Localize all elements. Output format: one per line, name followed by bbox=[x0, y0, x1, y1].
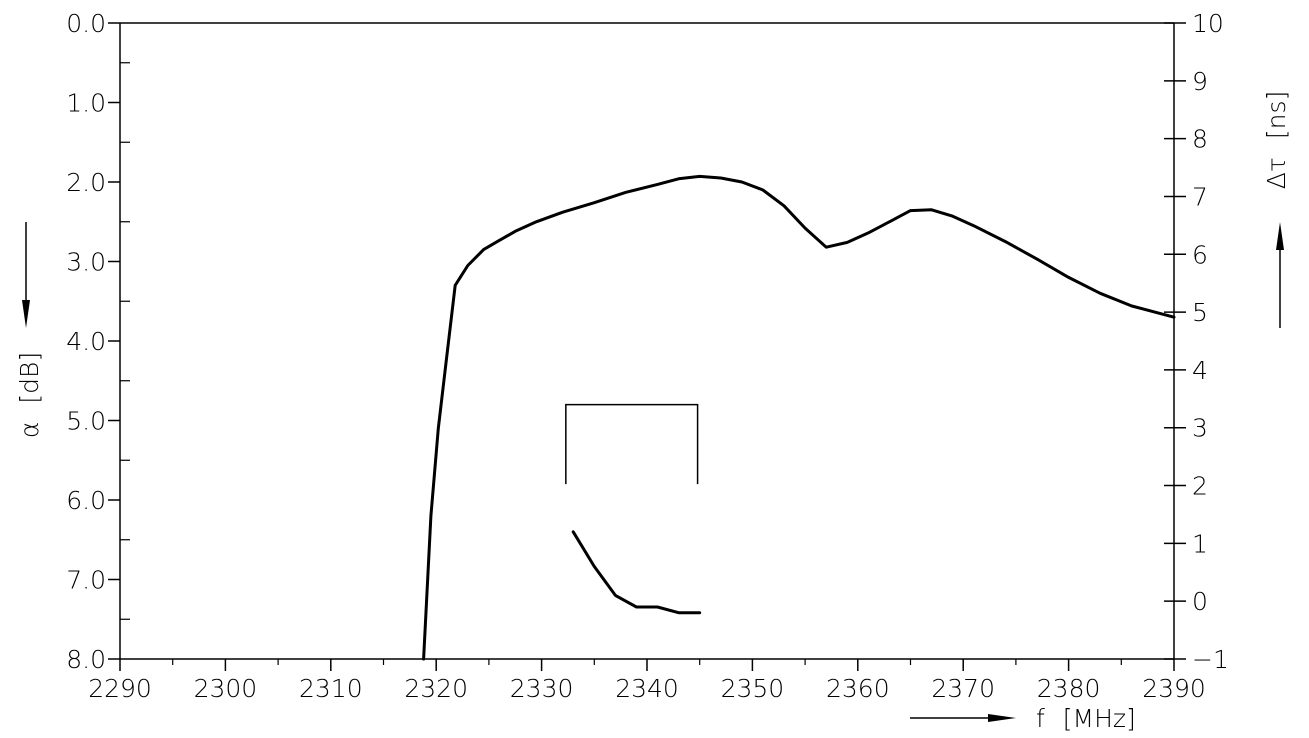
y-right-tick-label: 4 bbox=[1192, 356, 1208, 385]
series-group bbox=[422, 174, 1176, 661]
y-left-tick-label: 3.0 bbox=[66, 248, 106, 277]
y-left-tick-label: 1.0 bbox=[66, 89, 106, 118]
plot-frame bbox=[119, 22, 1175, 660]
x-tick-label: 2380 bbox=[1037, 674, 1101, 703]
y-left-tick-label: 6.0 bbox=[66, 486, 106, 515]
y-right-tick-label: −1 bbox=[1192, 645, 1229, 674]
y-left-axis-ticks: 0.0 1.0 2.0 3.0 4.0 5.0 6.0 7.0 8.0 bbox=[66, 9, 130, 674]
y-right-label-unit: [ns] bbox=[1262, 91, 1291, 139]
svg-text:α [dB]: α [dB] bbox=[15, 352, 44, 438]
y-right-tick-label: 8 bbox=[1192, 125, 1208, 154]
x-axis-label-unit: [MHz] bbox=[1063, 704, 1136, 733]
bracket-shape bbox=[565, 403, 699, 485]
bracket-annotation bbox=[565, 403, 699, 485]
x-axis-label-symbol: f bbox=[1036, 704, 1045, 733]
y-right-label-symbol: Δτ bbox=[1262, 157, 1291, 189]
svg-text:Δτ [ns]: Δτ [ns] bbox=[1262, 91, 1291, 190]
x-tick-label: 2330 bbox=[510, 674, 574, 703]
x-tick-label: 2300 bbox=[194, 674, 258, 703]
y-left-tick-label: 0.0 bbox=[66, 9, 106, 38]
x-tick-label: 2370 bbox=[931, 674, 995, 703]
x-tick-label: 2340 bbox=[615, 674, 679, 703]
y-right-tick-label: 0 bbox=[1192, 587, 1208, 616]
x-tick-label: 2360 bbox=[826, 674, 890, 703]
y-left-tick-label: 5.0 bbox=[66, 407, 106, 436]
y-right-label: Δτ [ns] bbox=[1262, 91, 1291, 190]
attenuation-curve bbox=[422, 174, 1176, 661]
y-right-tick-label: 2 bbox=[1192, 472, 1208, 501]
y-left-tick-label: 2.0 bbox=[66, 168, 106, 197]
x-axis-ticks: 2290 2300 2310 2320 2330 2340 2350 2360 2370 2380… bbox=[88, 659, 1206, 703]
delay-curve bbox=[571, 530, 702, 615]
y-left-arrow bbox=[22, 222, 30, 328]
y-right-tick-label: 7 bbox=[1192, 182, 1208, 211]
y-right-tick-label: 5 bbox=[1192, 298, 1208, 327]
x-tick-label: 2390 bbox=[1142, 674, 1206, 703]
x-axis-label: f [MHz] bbox=[1036, 704, 1136, 733]
x-tick-label: 2290 bbox=[88, 674, 152, 703]
y-right-tick-label: 1 bbox=[1192, 529, 1208, 558]
x-axis-label-group: f [MHz] bbox=[910, 704, 1136, 733]
x-tick-label: 2350 bbox=[721, 674, 785, 703]
y-right-tick-label: 9 bbox=[1192, 67, 1208, 96]
y-right-tick-label: 3 bbox=[1192, 414, 1208, 443]
y-left-tick-label: 4.0 bbox=[66, 327, 106, 356]
x-tick-label: 2310 bbox=[299, 674, 363, 703]
y-left-tick-label: 8.0 bbox=[66, 645, 106, 674]
y-right-arrow bbox=[1276, 222, 1284, 328]
y-left-label: α [dB] bbox=[15, 352, 44, 438]
y-right-tick-label: 10 bbox=[1192, 9, 1224, 38]
y-right-axis-ticks: −1 0 1 2 3 4 5 6 7 8 9 10 bbox=[1164, 9, 1229, 674]
x-tick-label: 2320 bbox=[404, 674, 468, 703]
y-right-tick-label: 6 bbox=[1192, 240, 1208, 269]
y-left-label-unit: [dB] bbox=[15, 352, 44, 404]
y-left-label-symbol: α bbox=[15, 422, 44, 438]
y-left-tick-label: 7.0 bbox=[66, 566, 106, 595]
